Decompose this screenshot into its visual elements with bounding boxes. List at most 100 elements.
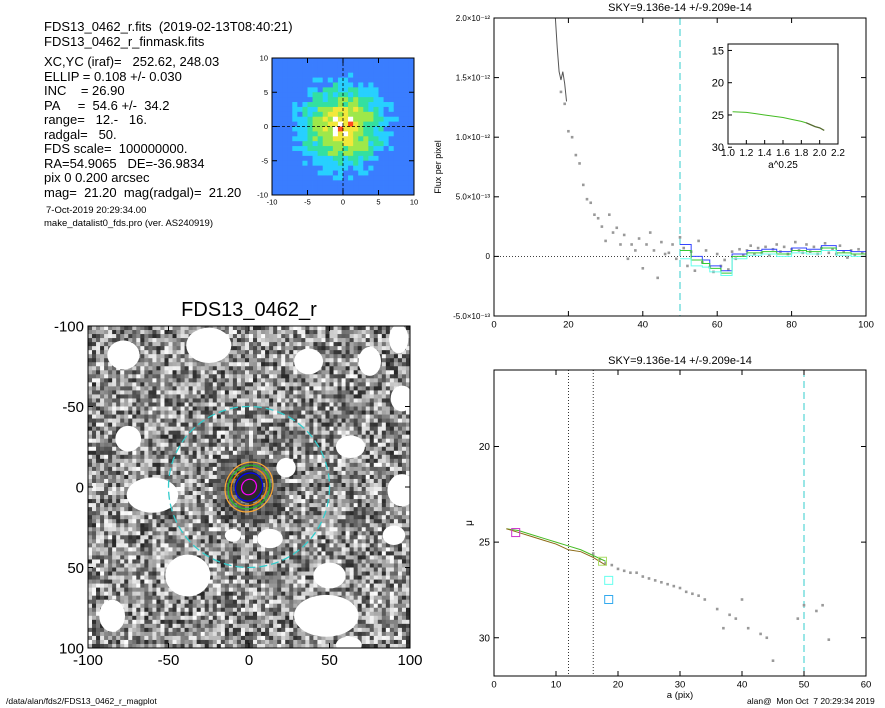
galaxy-pixel: [164, 386, 169, 391]
galaxy-pixel: [244, 559, 250, 564]
galaxy-pixel: [140, 563, 145, 568]
galaxy-pixel: [204, 350, 210, 355]
galaxy-pixel: [232, 627, 238, 633]
galaxy-pixel: [196, 507, 201, 512]
galaxy-pixel: [172, 478, 177, 484]
galaxy-pixel: [253, 547, 258, 552]
galaxy-pixel: [289, 491, 294, 496]
galaxy-pixel: [152, 330, 157, 335]
galaxy-pixel: [96, 635, 101, 641]
heatmap-cell: [368, 67, 374, 74]
galaxy-pixel: [176, 523, 181, 528]
heatmap-cell: [368, 165, 374, 171]
galaxy-pixel: [124, 491, 129, 496]
galaxy-pixel: [164, 595, 169, 600]
galaxy-pixel: [261, 523, 266, 528]
galaxy-pixel: [240, 503, 246, 508]
galaxy-pixel: [204, 531, 210, 536]
galaxy-pixel: [104, 523, 109, 528]
galaxy-pixel: [281, 394, 286, 399]
galaxy-pixel: [188, 466, 193, 472]
galaxy-pixel: [277, 358, 282, 363]
galaxy-pixel: [88, 611, 93, 617]
galaxy-pixel: [285, 402, 290, 407]
galaxy-pixel: [108, 575, 113, 580]
galaxy-pixel: [116, 643, 121, 649]
galaxy-pixel: [124, 334, 129, 339]
galaxy-pixel: [200, 366, 206, 371]
galaxy-pixel: [168, 631, 173, 637]
heatmap-cell: [388, 175, 395, 181]
galaxy-pixel: [108, 615, 113, 621]
galaxy-pixel: [116, 527, 121, 532]
galaxy-pixel: [152, 434, 157, 439]
galaxy-pixel: [152, 583, 157, 588]
galaxy-pixel: [132, 643, 137, 649]
galaxy-pixel: [212, 527, 218, 532]
galaxy-pixel: [277, 607, 282, 613]
galaxy-pixel: [140, 515, 145, 520]
galaxy-pixel: [269, 410, 274, 415]
galaxy-pixel: [244, 342, 250, 347]
galaxy-pixel: [180, 326, 185, 331]
heatmap-cell: [378, 190, 384, 196]
galaxy-pixel: [156, 330, 161, 335]
galaxy-pixel: [244, 631, 250, 637]
heatmap-cell: [343, 87, 349, 93]
galaxy-pixel: [220, 410, 226, 415]
galaxy-pixel: [164, 422, 169, 427]
galaxy-pixel: [156, 523, 161, 528]
galaxy-pixel: [236, 346, 242, 351]
galaxy-pixel: [176, 599, 181, 605]
heatmap-cell: [398, 116, 405, 123]
galaxy-pixel: [120, 466, 125, 472]
heatmap-cell: [393, 170, 400, 176]
galaxy-pixel: [120, 470, 125, 476]
galaxy-pixel: [156, 631, 161, 637]
galaxy-pixel: [176, 358, 181, 363]
galaxy-pixel: [244, 458, 250, 464]
galaxy-pixel: [269, 595, 274, 600]
galaxy-pixel: [88, 499, 93, 504]
heatmap-cell: [408, 126, 415, 132]
galaxy-pixel: [244, 394, 250, 399]
galaxy-pixel: [92, 599, 97, 605]
galaxy-pixel: [192, 619, 197, 625]
heatmap-cell: [327, 136, 334, 142]
galaxy-pixel: [281, 442, 286, 448]
heatmap-cell: [408, 58, 415, 64]
galaxy-pixel: [216, 462, 222, 468]
galaxy-pixel: [180, 575, 185, 580]
galaxy-pixel: [269, 466, 274, 472]
heatmap-cell: [403, 136, 410, 142]
galaxy-pixel: [265, 390, 270, 395]
galaxy-pixel: [253, 410, 258, 415]
galaxy-pixel: [100, 446, 105, 452]
galaxy-pixel: [140, 579, 145, 584]
heatmap-cell: [327, 165, 334, 171]
galaxy-pixel: [96, 543, 101, 548]
galaxy-pixel: [180, 382, 185, 387]
galaxy-pixel: [220, 603, 226, 609]
heatmap-cell: [292, 92, 298, 98]
galaxy-pixel: [100, 499, 105, 504]
heatmap-cell: [393, 175, 400, 181]
galaxy-pixel: [257, 402, 262, 407]
heatmap-cell: [292, 136, 298, 142]
galaxy-pixel: [148, 410, 153, 415]
galaxy-pixel: [257, 378, 262, 383]
galaxy-pixel: [152, 370, 157, 375]
galaxy-pixel: [261, 458, 266, 464]
galaxy-pixel: [204, 414, 210, 419]
galaxy-pixel: [112, 559, 117, 564]
heatmap-cell: [322, 170, 329, 176]
heatmap-cell: [332, 141, 339, 147]
galaxy-pixel: [132, 631, 137, 637]
galaxy-pixel: [249, 474, 254, 480]
galaxy-pixel: [277, 450, 282, 456]
galaxy-pixel: [216, 334, 222, 339]
heatmap-cell: [403, 185, 410, 191]
galaxy-pixel: [277, 511, 282, 516]
heatmap-cell: [378, 185, 384, 191]
galaxy-pixel: [112, 599, 117, 605]
